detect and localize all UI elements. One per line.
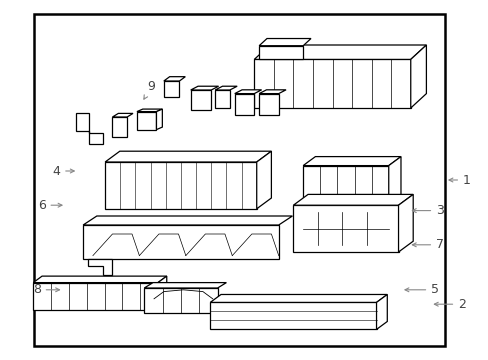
- Polygon shape: [33, 276, 166, 283]
- Polygon shape: [158, 276, 166, 310]
- Text: 7: 7: [411, 238, 443, 251]
- Text: 5: 5: [404, 283, 438, 296]
- Polygon shape: [210, 294, 386, 302]
- Bar: [83, 225, 278, 259]
- Polygon shape: [156, 109, 162, 130]
- Bar: [259, 94, 278, 115]
- Polygon shape: [259, 39, 310, 46]
- Bar: [105, 162, 256, 209]
- Bar: [190, 90, 211, 110]
- Bar: [144, 288, 217, 313]
- Bar: [303, 166, 388, 205]
- Polygon shape: [234, 90, 261, 94]
- Polygon shape: [376, 294, 386, 329]
- Polygon shape: [259, 90, 285, 94]
- Bar: [137, 112, 156, 130]
- Bar: [259, 46, 303, 59]
- Bar: [234, 94, 254, 115]
- Text: 4: 4: [52, 165, 74, 177]
- Bar: [210, 302, 376, 329]
- Bar: [163, 81, 179, 97]
- Polygon shape: [388, 157, 400, 205]
- Bar: [293, 205, 398, 252]
- Polygon shape: [163, 77, 185, 81]
- Text: 9: 9: [143, 80, 155, 99]
- Polygon shape: [83, 216, 292, 225]
- Bar: [215, 90, 229, 108]
- Polygon shape: [254, 45, 426, 59]
- Polygon shape: [144, 283, 226, 288]
- Polygon shape: [303, 157, 400, 166]
- Text: 1: 1: [448, 174, 470, 186]
- Text: 6: 6: [38, 199, 62, 212]
- Polygon shape: [137, 109, 162, 112]
- Text: 8: 8: [33, 283, 60, 296]
- Bar: [254, 59, 410, 108]
- Polygon shape: [256, 151, 271, 209]
- Polygon shape: [112, 113, 133, 117]
- Bar: [33, 283, 158, 310]
- Bar: [34, 14, 444, 346]
- Polygon shape: [410, 45, 426, 108]
- Text: 3: 3: [411, 204, 443, 217]
- Polygon shape: [190, 86, 218, 90]
- Polygon shape: [215, 86, 237, 90]
- Polygon shape: [76, 113, 102, 144]
- Polygon shape: [398, 194, 412, 252]
- Text: 2: 2: [433, 298, 465, 311]
- Polygon shape: [293, 194, 412, 205]
- Bar: [112, 117, 127, 137]
- Polygon shape: [88, 259, 112, 275]
- Polygon shape: [105, 151, 271, 162]
